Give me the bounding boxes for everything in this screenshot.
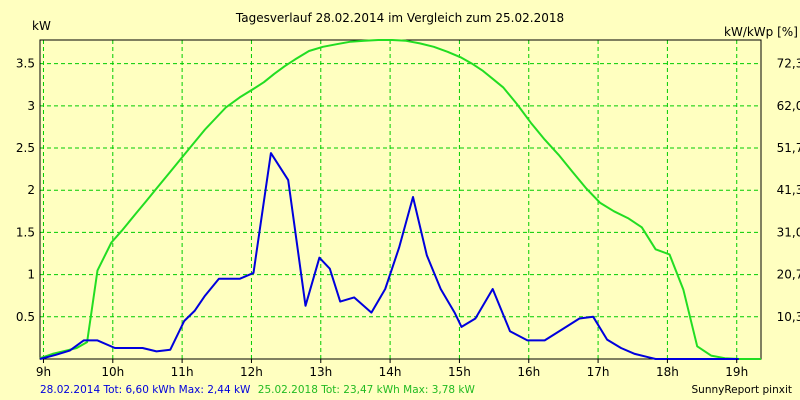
chart-title: Tagesverlauf 28.02.2014 im Vergleich zum… <box>235 11 564 25</box>
x-tick-label: 15h <box>448 365 471 379</box>
x-tick-label: 14h <box>379 365 402 379</box>
x-tick-label: 9h <box>36 365 51 379</box>
y-tick-label-right: 41,3 <box>777 183 800 197</box>
y-tick-label-right: 10,3 <box>777 310 800 324</box>
series-line-25-02-2018 <box>39 39 761 360</box>
y-tick-label-left: 0.5 <box>16 310 35 324</box>
x-tick-label: 16h <box>517 365 540 379</box>
x-tick-label: 18h <box>656 365 679 379</box>
x-tick-label: 10h <box>101 365 124 379</box>
y-tick-label-right: 20,7 <box>777 268 800 282</box>
x-tick-label: 12h <box>240 365 263 379</box>
series-layer <box>39 39 761 360</box>
y-tick-label-left: 3 <box>27 99 35 113</box>
footer-summary-2014: 28.02.2014 Tot: 6,60 kWh Max: 2,44 kW <box>40 384 251 396</box>
y-tick-label-left: 2 <box>27 183 35 197</box>
y-tick-label-left: 1 <box>27 268 35 282</box>
x-tick-label: 19h <box>725 365 748 379</box>
grid <box>40 40 761 359</box>
x-tick-label: 13h <box>309 365 332 379</box>
y-tick-label-left: 2.5 <box>16 141 35 155</box>
x-tick-label: 11h <box>171 365 194 379</box>
footer-summary-2018: 25.02.2018 Tot: 23,47 kWh Max: 3,78 kW <box>258 384 476 396</box>
y-tick-label-left: 3.5 <box>16 57 35 71</box>
footer-credit: SunnyReport pinxit <box>692 384 792 396</box>
y-tick-label-right: 62,0 <box>777 99 800 113</box>
y-tick-label-right: 31,0 <box>777 225 800 239</box>
x-tick-label: 17h <box>587 365 610 379</box>
y-axis-left-label: kW <box>32 19 51 33</box>
y-axis-right-label: kW/kWp [%] <box>724 25 798 39</box>
series-line-28-02-2014 <box>39 152 739 360</box>
y-tick-label-right: 72,3 <box>777 57 800 71</box>
footer-summary: 28.02.2014 Tot: 6,60 kWh Max: 2,44 kW 25… <box>40 384 476 396</box>
y-tick-label-left: 1.5 <box>16 225 35 239</box>
tick-labels: 9h 10h 11h 12h 13h 14h 15h 16h 17h 18h 19h 0.5 1 1.5 2… <box>16 57 800 379</box>
y-tick-label-right: 51,7 <box>777 141 800 155</box>
